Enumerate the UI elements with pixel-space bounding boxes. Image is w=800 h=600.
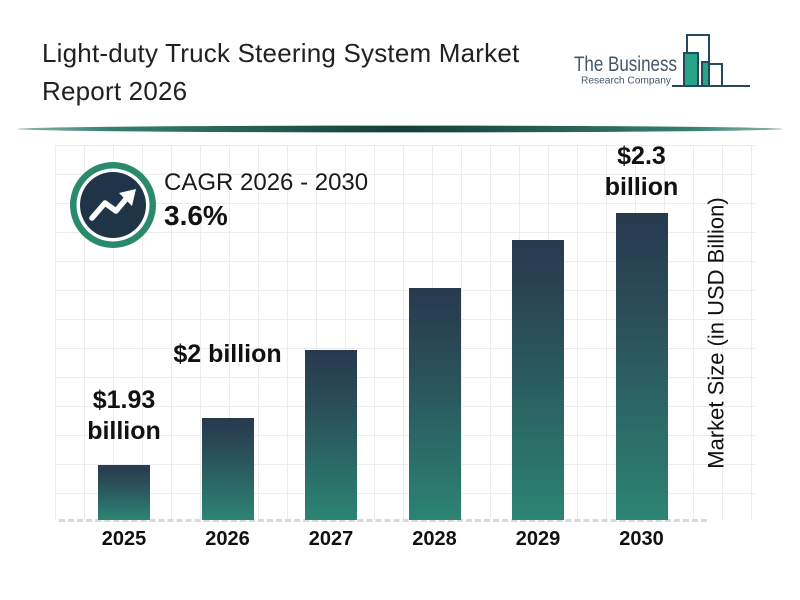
y-axis-label-text: Market Size (in USD Billion) bbox=[704, 196, 729, 469]
cagr-value: 3.6% bbox=[164, 200, 228, 231]
bar-value-label-2025: $1.93 billion bbox=[87, 386, 161, 445]
x-tick-2028: 2028 bbox=[412, 528, 457, 550]
x-tick-2026: 2026 bbox=[205, 528, 250, 550]
header-divider bbox=[18, 125, 782, 133]
plot-area: $1.93 billion 2025 $2 billion 2026 2027 2028 20… bbox=[55, 142, 755, 550]
x-tick-2029: 2029 bbox=[515, 528, 561, 550]
bar-2029 bbox=[512, 240, 564, 520]
x-tick-2027: 2027 bbox=[308, 528, 354, 550]
page-title-line1: Light-duty Truck Steering System Market bbox=[42, 38, 520, 68]
company-logo: The Business Research Company bbox=[574, 34, 750, 87]
bar-2025 bbox=[98, 465, 150, 520]
y-axis-label: Market Size (in USD Billion) bbox=[696, 145, 738, 520]
bar-value-label-2030: $2.3 billion bbox=[604, 142, 679, 201]
x-axis-baseline bbox=[59, 519, 707, 522]
cagr-period-label: CAGR 2026 - 2030 bbox=[164, 169, 369, 196]
x-tick-2025: 2025 bbox=[101, 528, 147, 550]
logo-tagline-text: Research Company bbox=[581, 76, 671, 87]
logo-name-text: The Business bbox=[574, 53, 677, 76]
page-title-line2: Report 2026 bbox=[42, 76, 188, 106]
bar-2027 bbox=[305, 350, 357, 520]
x-tick-2030: 2030 bbox=[619, 528, 664, 550]
bar-2030 bbox=[615, 213, 668, 520]
bar-2026 bbox=[201, 418, 254, 520]
bar-chart-skyline-icon bbox=[672, 34, 750, 87]
bar-2028 bbox=[408, 288, 461, 520]
bar-value-label-2026: $2 billion bbox=[173, 340, 282, 368]
trending-up-arrow-icon bbox=[70, 162, 156, 248]
page-title: Light-duty Truck Steering System Market … bbox=[42, 34, 519, 110]
cagr-callout: CAGR 2026 - 2030 3.6% bbox=[164, 169, 368, 232]
